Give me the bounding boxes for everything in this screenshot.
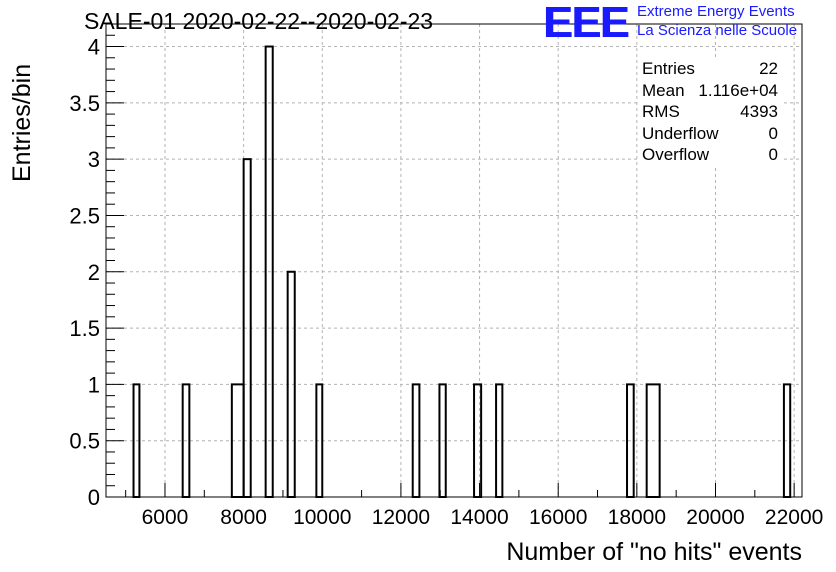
y-tick-label: 2.5 [69,203,100,228]
stats-box: Entries 22 Mean 1.116e+04 RMS 4393 Underflo… [638,58,782,166]
x-tick-label: 8000 [220,506,267,529]
x-tick-label: 10000 [293,506,351,529]
x-tick-label: 18000 [608,506,666,529]
stats-key: Overflow [642,145,710,164]
stats-key: Underflow [642,123,719,143]
x-tick-label: 20000 [686,506,744,529]
y-tick-label: 3 [88,147,100,172]
stats-key: Mean [642,80,685,100]
eee-logo: EEE [543,0,629,47]
x-tick-label: 14000 [450,506,508,529]
y-axis: 0 0.5 1 1.5 2 2.5 3 3.5 4 [69,23,124,510]
x-axis-label: Number of "no hits" events [506,538,802,566]
x-tick-label: 16000 [529,506,587,529]
logo-caption: Extreme Energy Events La Scienza nelle S… [637,2,797,40]
y-tick-label: 3.5 [69,91,100,116]
stats-key: RMS [642,102,680,121]
x-tick-label: 12000 [372,506,430,529]
stats-row-mean: Mean 1.116e+04 [638,80,782,102]
y-tick-label: 1 [88,372,100,397]
logo-line-1: Extreme Energy Events [637,3,795,20]
y-tick-label: 1.5 [69,316,100,341]
y-axis-label: Entries/bin [8,63,36,182]
y-tick-label: 2 [88,260,100,285]
y-tick-label: 4 [88,35,100,60]
stats-value: 0 [768,145,778,164]
stats-key: Entries [642,59,695,78]
y-tick-label: 0 [88,485,100,510]
y-tick-label: 0.5 [69,429,100,454]
stats-value: 4393 [740,102,778,121]
x-tick-label: 6000 [142,506,189,529]
stats-row-overflow: Overflow 0 [638,144,782,166]
histogram-bin [315,383,324,498]
histogram-bins [132,45,792,499]
histogram-bin [495,383,504,498]
stats-value: 22 [759,59,778,78]
stats-row-entries: Entries 22 [638,58,782,80]
stats-value: 1.116e+04 [698,80,778,100]
stats-row-rms: RMS 4393 [638,101,782,123]
chart-title: SALE-01 2020-02-22--2020-02-23 [84,8,434,34]
stats-value: 0 [768,123,778,143]
stats-row-underflow: Underflow 0 [638,123,782,145]
x-tick-label: 22000 [765,506,823,529]
histogram-bin [782,383,792,498]
logo-line-2: La Scienza nelle Scuole [637,22,798,39]
x-axis: 6000 8000 10000 12000 14000 16000 18000 20000 22… [125,483,823,529]
